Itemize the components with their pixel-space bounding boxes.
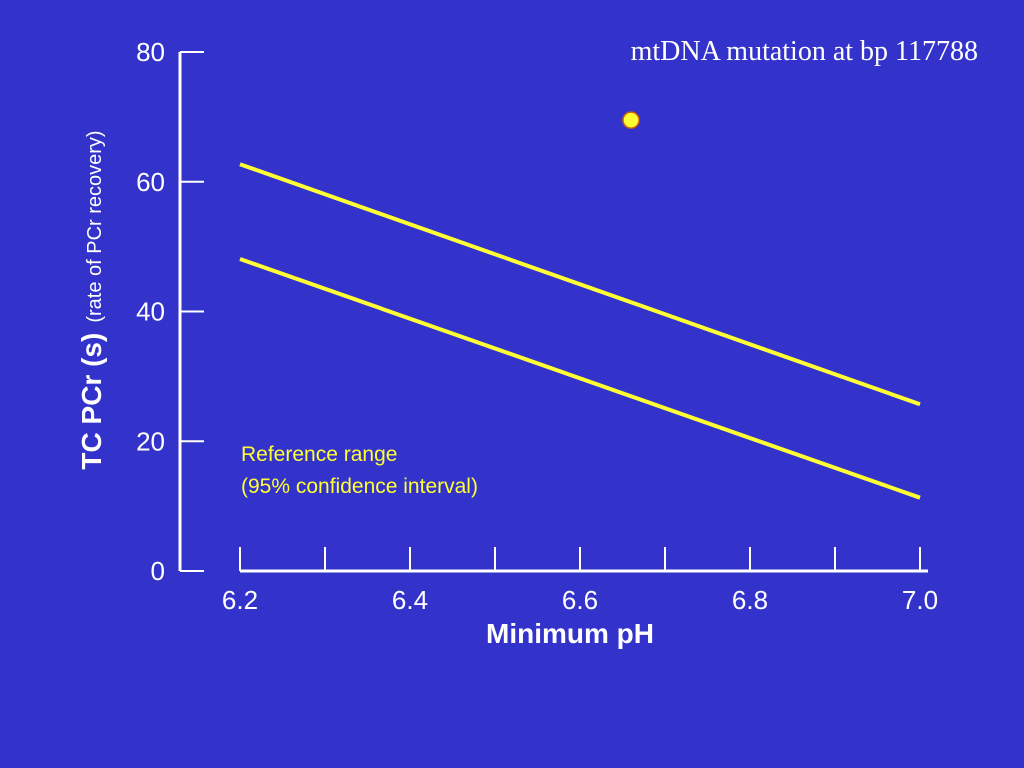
x-tick-label: 6.2 bbox=[222, 585, 258, 615]
svg-text:TC PCr (s) (rate of PC: TC PCr (s) (rate of PCr recovery) bbox=[76, 130, 107, 469]
point-annotation: mtDNA mutation at bp 117788 bbox=[631, 36, 978, 67]
y-tick-label: 80 bbox=[136, 37, 165, 67]
y-axis-title: TC PCr (s) bbox=[76, 333, 107, 470]
x-tick-label: 6.6 bbox=[562, 585, 598, 615]
ticks-layer: 0 20 40 60 80 6.2 6.4 6.6 6.8 7.0 bbox=[136, 37, 938, 615]
series-layer bbox=[239, 162, 921, 500]
y-axis-subtitle: (rate of PCr recovery) bbox=[84, 130, 106, 322]
series-line-upper bbox=[239, 162, 921, 407]
x-axis-title: Minimum pH bbox=[486, 618, 654, 649]
points-layer bbox=[622, 111, 640, 129]
reference-range-label: Reference range bbox=[241, 443, 397, 466]
series-line-lower bbox=[239, 257, 921, 500]
reference-ci-label: (95% confidence interval) bbox=[241, 475, 478, 498]
y-tick-label: 60 bbox=[136, 167, 165, 197]
x-tick-label: 6.8 bbox=[732, 585, 768, 615]
y-tick-label: 0 bbox=[151, 556, 165, 586]
y-tick-label: 20 bbox=[136, 426, 165, 456]
y-tick-label: 40 bbox=[136, 297, 165, 327]
x-tick-label: 7.0 bbox=[902, 585, 938, 615]
y-axis-title-group: TC PCr (s) (rate of PCr recovery) bbox=[76, 130, 107, 469]
data-point bbox=[622, 111, 640, 129]
x-tick-label: 6.4 bbox=[392, 585, 428, 615]
